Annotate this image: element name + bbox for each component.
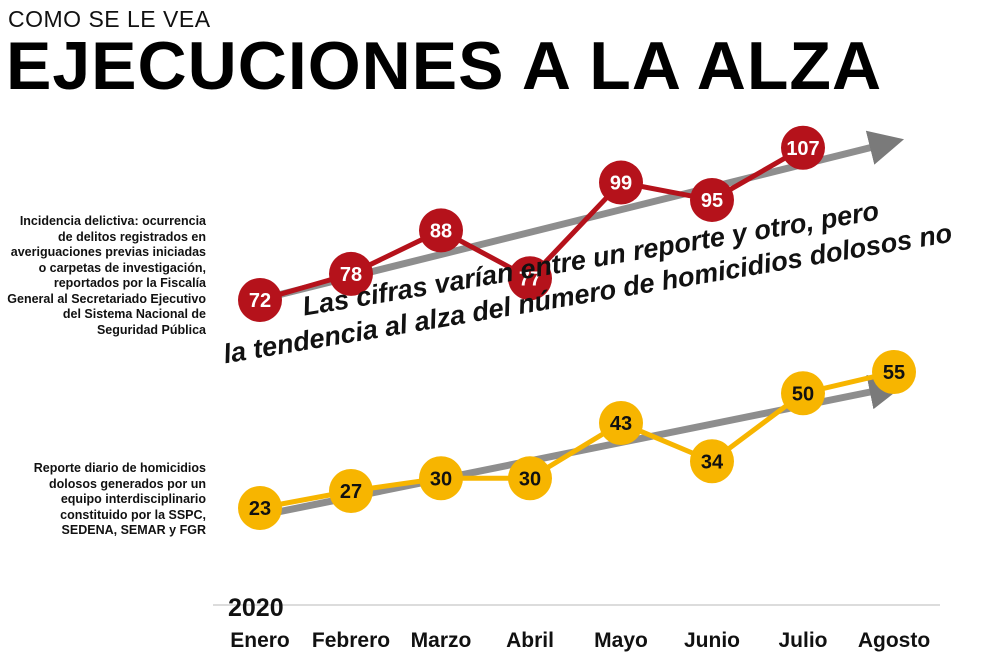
data-point-reporte_diario-4 [599,401,643,445]
headline: EJECUCIONES A LA ALZA [6,28,883,104]
data-label-incidencia-0: 72 [249,290,271,312]
data-point-incidencia-1 [329,251,373,296]
data-label-reporte_diario-7: 55 [883,362,905,384]
x-tick-label-1: Febrero [312,629,390,652]
x-tick-label-2: Marzo [411,629,472,652]
data-point-incidencia-6 [781,125,825,170]
data-label-reporte_diario-6: 50 [792,383,814,405]
data-point-reporte_diario-7 [872,350,916,394]
data-label-incidencia-4: 99 [610,173,632,195]
data-point-reporte_diario-0 [238,486,282,530]
data-label-reporte_diario-2: 30 [430,468,452,490]
x-tick-label-4: Mayo [594,629,648,652]
year-label: 2020 [228,594,284,622]
data-point-reporte_diario-6 [781,371,825,416]
data-point-reporte_diario-1 [329,469,373,513]
kicker: COMO SE LE VEA [8,6,211,32]
data-label-incidencia-1: 78 [340,264,362,286]
data-point-reporte_diario-5 [690,439,734,484]
data-point-incidencia-0 [238,278,282,322]
data-point-incidencia-2 [419,208,463,253]
x-tick-label-6: Julio [778,629,827,652]
data-label-reporte_diario-5: 34 [701,451,724,473]
data-label-incidencia-3: 77 [519,268,541,290]
data-point-incidencia-4 [599,160,643,205]
x-tick-label-5: Junio [684,629,740,652]
note-reporte-diario: Reporte diario de homicidios dolosos gen… [33,461,206,537]
x-tick-label-3: Abril [506,629,554,652]
data-label-reporte_diario-3: 30 [519,468,541,490]
x-tick-label-7: Agosto [858,629,930,652]
data-point-reporte_diario-2 [419,456,463,501]
data-label-incidencia-6: 107 [786,138,819,160]
data-point-reporte_diario-3 [508,456,552,501]
data-label-incidencia-2: 88 [430,220,452,242]
data-label-reporte_diario-4: 43 [610,413,632,435]
data-point-incidencia-3 [508,256,552,301]
data-label-reporte_diario-1: 27 [340,481,362,503]
x-tick-label-0: Enero [230,629,290,652]
data-point-incidencia-5 [690,177,734,222]
data-label-reporte_diario-0: 23 [249,498,271,520]
note-incidencia-delictiva: Incidencia delictiva: ocurrencia de deli… [7,214,206,337]
data-label-incidencia-5: 95 [701,190,723,212]
